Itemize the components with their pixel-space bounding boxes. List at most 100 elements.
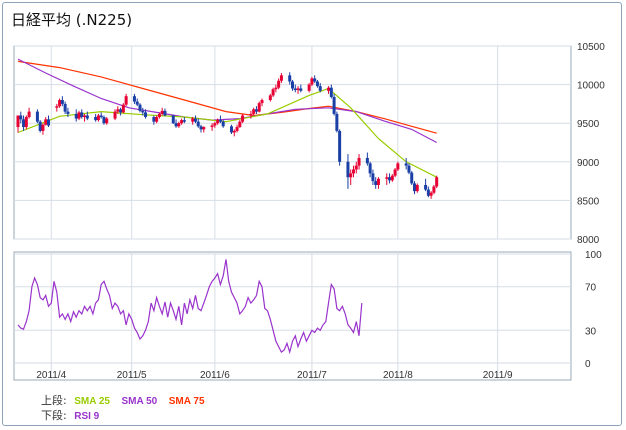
candle-body-21 bbox=[96, 115, 100, 121]
legend-lower-label: 下段: bbox=[41, 409, 67, 422]
candle-body-8 bbox=[44, 119, 48, 125]
candle-body-94 bbox=[376, 178, 380, 185]
candle-body-57 bbox=[235, 127, 239, 131]
candle-body-4 bbox=[27, 111, 31, 118]
candle-body-40 bbox=[171, 115, 175, 124]
rsi-plot-area bbox=[13, 251, 572, 381]
candle-body-24 bbox=[105, 118, 109, 124]
candle-body-102 bbox=[410, 172, 414, 184]
candle-body-62 bbox=[254, 109, 258, 112]
price-y-tick-4: 10000 bbox=[577, 81, 605, 92]
price-y-tick-3: 9500 bbox=[577, 119, 600, 130]
candle-body-15 bbox=[74, 113, 78, 119]
candle-body-54 bbox=[221, 121, 225, 127]
price-y-tick-1: 8500 bbox=[577, 196, 600, 207]
candle-body-23 bbox=[102, 117, 106, 124]
price-y-tick-5: 10500 bbox=[577, 42, 605, 53]
candle-body-44 bbox=[182, 120, 186, 122]
x-tick-label-4: 2011/8 bbox=[383, 370, 413, 381]
candle-body-88 bbox=[354, 165, 358, 170]
candle-body-10 bbox=[55, 106, 59, 108]
candle-body-52 bbox=[216, 120, 220, 124]
candle-body-32 bbox=[138, 104, 142, 111]
sma25-line bbox=[17, 87, 437, 178]
candle-body-28 bbox=[121, 104, 125, 113]
candle-body-75 bbox=[307, 84, 311, 91]
candle-body-105 bbox=[424, 184, 428, 190]
x-tick-label-1: 2011/5 bbox=[117, 370, 147, 381]
candle-body-29 bbox=[124, 96, 128, 105]
candle-body-38 bbox=[160, 110, 164, 114]
candle-body-47 bbox=[196, 121, 200, 127]
candle-body-9 bbox=[47, 119, 50, 126]
candle-body-36 bbox=[155, 117, 159, 122]
candle-body-42 bbox=[177, 123, 181, 127]
candle-body-2 bbox=[22, 119, 26, 128]
price-y-tick-0: 8000 bbox=[577, 235, 600, 246]
candle-body-56 bbox=[232, 130, 236, 133]
candle-body-71 bbox=[291, 81, 294, 89]
candle-body-49 bbox=[202, 127, 206, 130]
rsi-y-tick-1: 30 bbox=[585, 326, 597, 337]
legend-sma50: SMA 50 bbox=[121, 396, 158, 407]
candle-body-27 bbox=[119, 109, 123, 113]
candle-body-86 bbox=[349, 173, 353, 178]
candle-body-20 bbox=[94, 117, 98, 121]
candle-body-103 bbox=[413, 183, 416, 192]
candle-body-100 bbox=[404, 163, 408, 166]
candle-body-19 bbox=[85, 115, 89, 119]
candle-body-97 bbox=[390, 175, 394, 181]
candle-body-68 bbox=[277, 80, 281, 88]
candle-body-98 bbox=[393, 169, 397, 176]
price-panel: 8000 8500 9000 9500 10000 10500 bbox=[13, 42, 605, 246]
candle-body-77 bbox=[313, 78, 317, 82]
chart-frame: 日経平均 (.N225) 8000 8500 9000 9500 10000 10500 … bbox=[2, 2, 622, 426]
candle-body-6 bbox=[38, 121, 42, 131]
candle-body-74 bbox=[299, 88, 303, 91]
candle-body-50 bbox=[210, 125, 214, 128]
candle-body-30 bbox=[132, 96, 136, 102]
legend-sma75: SMA 75 bbox=[168, 396, 205, 407]
candle-body-41 bbox=[174, 123, 178, 127]
candle-body-48 bbox=[199, 126, 203, 130]
candle-body-1 bbox=[19, 115, 23, 120]
candle-body-104 bbox=[415, 184, 419, 192]
chart-title: 日経平均 (.N225) bbox=[11, 11, 133, 29]
candle-body-99 bbox=[396, 163, 400, 170]
candle-body-73 bbox=[296, 88, 300, 91]
candle-body-66 bbox=[271, 89, 275, 96]
candle-body-76 bbox=[310, 78, 314, 85]
legend-rsi9: RSI 9 bbox=[74, 411, 100, 422]
candle-body-64 bbox=[260, 100, 264, 104]
legend-upper-row: 上段: SMA 25 SMA 50 SMA 75 bbox=[41, 394, 213, 409]
candle-body-0 bbox=[16, 115, 20, 128]
candle-body-79 bbox=[318, 86, 322, 91]
candle-body-7 bbox=[41, 124, 45, 131]
x-tick-label-0: 2011/4 bbox=[36, 370, 66, 381]
candle-body-82 bbox=[332, 96, 336, 114]
candle-body-95 bbox=[385, 177, 389, 179]
sma50-line bbox=[17, 58, 437, 144]
candle-body-3 bbox=[24, 117, 28, 128]
legend-upper-label: 上段: bbox=[41, 394, 67, 407]
candle-body-69 bbox=[279, 75, 283, 81]
candle-body-78 bbox=[315, 81, 319, 87]
candle-body-85 bbox=[346, 161, 350, 178]
candle-body-43 bbox=[180, 120, 184, 124]
rsi-y-tick-0: 0 bbox=[585, 359, 591, 370]
legend: 上段: SMA 25 SMA 50 SMA 75 下段: RSI 9 bbox=[41, 394, 213, 424]
rsi-line bbox=[17, 259, 363, 355]
candle-body-34 bbox=[144, 112, 148, 118]
candle-body-39 bbox=[163, 110, 167, 116]
candle-body-72 bbox=[293, 88, 297, 91]
candle-body-16 bbox=[77, 112, 81, 119]
candle-body-59 bbox=[241, 115, 245, 122]
candle-body-107 bbox=[429, 192, 433, 196]
candle-body-12 bbox=[60, 100, 64, 104]
candle-body-83 bbox=[335, 113, 339, 131]
candle-body-91 bbox=[368, 163, 372, 174]
candle-body-45 bbox=[191, 118, 195, 122]
candle-body-80 bbox=[327, 87, 331, 91]
x-tick-label-3: 2011/7 bbox=[297, 370, 327, 381]
candle-body-81 bbox=[329, 87, 333, 97]
